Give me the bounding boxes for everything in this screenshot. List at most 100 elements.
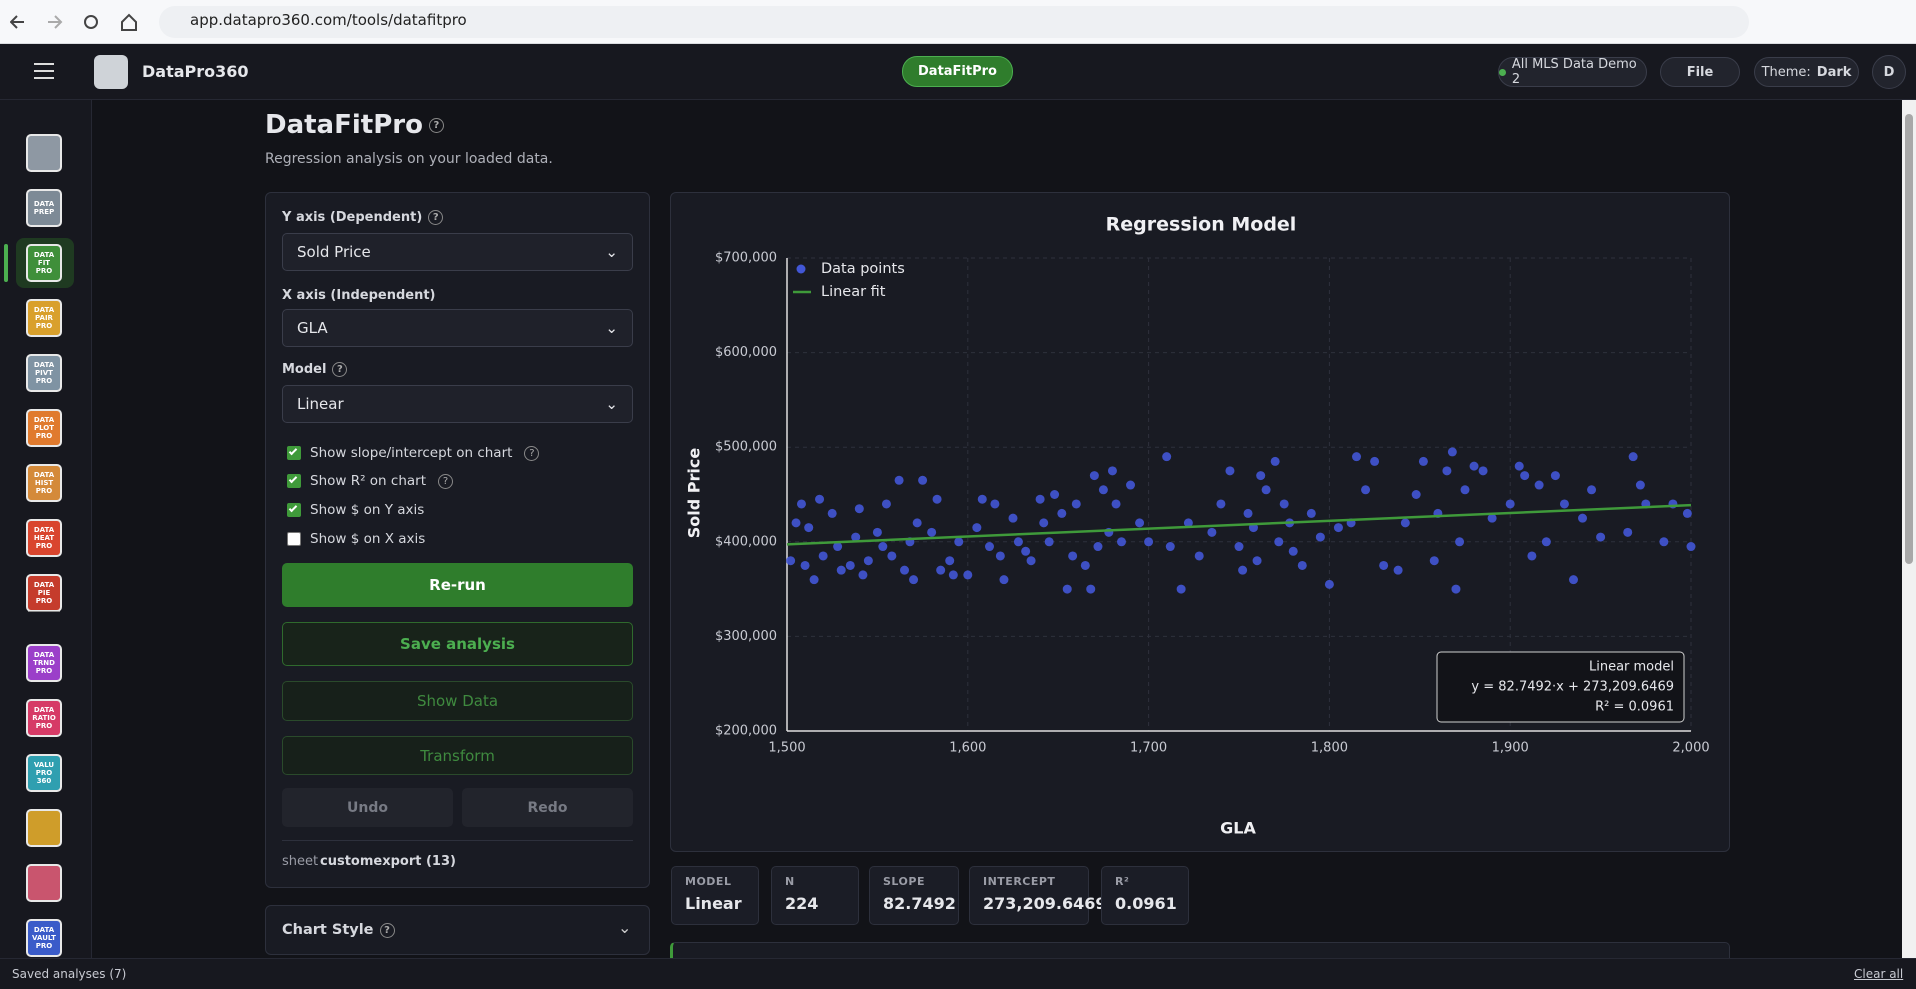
data-point — [1659, 537, 1669, 547]
nav-icon[interactable]: VALU PRO 360 — [26, 754, 62, 792]
app-header: DataPro360 DataFitPro All MLS Data Demo … — [0, 44, 1916, 100]
dataset-pill[interactable]: All MLS Data Demo 2 — [1498, 57, 1647, 87]
data-point — [836, 565, 846, 575]
data-point — [1194, 551, 1204, 561]
data-point — [1527, 551, 1537, 561]
show-data-button[interactable]: Show Data — [282, 681, 633, 721]
nav-icon[interactable]: DATA HEAT PRO — [26, 519, 62, 557]
annotation-box — [1436, 651, 1685, 723]
url-field[interactable] — [159, 6, 1749, 38]
avatar[interactable]: D — [1872, 55, 1906, 89]
nav-icon[interactable]: DATA FIT PRO — [26, 244, 62, 282]
data-point — [954, 537, 964, 547]
clear-all[interactable]: Clear all — [1854, 967, 1904, 981]
nav-icons[interactable] — [10, 12, 140, 32]
data-point — [804, 523, 814, 533]
y-tick-label: $300,000 — [715, 629, 777, 644]
title-text: DataFitPro — [265, 110, 423, 140]
data-point — [1207, 527, 1217, 537]
data-point — [1534, 480, 1544, 490]
nav-icon[interactable]: DATA PAIR PRO — [26, 299, 62, 337]
dataset: All MLS Data Demo 2 — [1511, 57, 1637, 87]
help-icon[interactable]: ? — [332, 362, 348, 377]
data-point — [1442, 466, 1452, 476]
redo-button[interactable]: Redo — [462, 788, 633, 827]
x-tick-label: 1,500 — [768, 741, 805, 756]
theme-toggle[interactable]: Theme: Dark — [1754, 57, 1859, 87]
nav-icon-text: DATA — [33, 361, 55, 369]
data-point — [851, 532, 861, 542]
nav-icon[interactable]: DATA PREP — [26, 189, 62, 227]
save-button[interactable]: Save analysis — [282, 622, 633, 666]
chevron: ⌄ — [605, 319, 618, 337]
nav-icon-text: DATA — [33, 471, 55, 479]
nav-icon-text: HIST — [34, 479, 54, 487]
nav-icon-text: DATA — [33, 926, 55, 934]
file-menu[interactable]: File — [1660, 57, 1740, 87]
stat-card: N 224 — [771, 866, 859, 925]
data-point — [1050, 490, 1060, 499]
help-icon[interactable]: ? — [524, 445, 540, 461]
help-icon[interactable]: ? — [428, 118, 444, 133]
rerun-button[interactable]: Re-run — [282, 563, 633, 607]
nav-icon[interactable] — [26, 134, 62, 172]
data-point — [1361, 485, 1371, 495]
saved-analyses[interactable]: Saved analyses (7) — [12, 967, 127, 981]
data-point — [1455, 537, 1465, 547]
y-select[interactable]: Sold Price ⌄ — [282, 233, 633, 271]
nav-icon-text: PRO — [35, 667, 53, 675]
transform-button[interactable]: Transform — [282, 736, 633, 775]
stat-value: 82.7492 — [883, 894, 956, 913]
stat-label: INTERCEPT — [983, 875, 1056, 888]
help-icon[interactable]: ? — [379, 922, 395, 938]
data-point — [1093, 542, 1103, 552]
data-point — [1451, 584, 1461, 594]
label-text: Show $ on X axis — [310, 531, 426, 547]
nav-icon-text: PRO — [35, 769, 53, 777]
scroll-thumb[interactable] — [1905, 114, 1913, 564]
chart-style-panel[interactable] — [265, 905, 650, 955]
undo-button[interactable]: Undo — [282, 788, 453, 827]
help-icon[interactable]: ? — [428, 210, 444, 225]
nav-icon[interactable] — [26, 809, 62, 847]
x-select[interactable]: GLA ⌄ — [282, 309, 633, 347]
nav-icon[interactable]: DATA HIST PRO — [26, 464, 62, 502]
tool-pill[interactable]: DataFitPro — [902, 56, 1013, 87]
next-panel — [670, 942, 1730, 958]
model-select[interactable]: Linear ⌄ — [282, 385, 633, 423]
nav-icon[interactable]: DATA PLOT PRO — [26, 409, 62, 447]
y-tick-label: $200,000 — [715, 724, 777, 739]
scrollbar[interactable] — [1902, 100, 1916, 958]
legend-label: Linear fit — [821, 284, 886, 300]
nav-icon-text: PLOT — [33, 424, 55, 432]
checkbox[interactable] — [287, 503, 301, 517]
nav-icon[interactable]: DATA VAULT PRO — [26, 919, 62, 957]
y-tick-label: $400,000 — [715, 534, 777, 549]
data-point — [1068, 551, 1078, 561]
nav-icon[interactable]: DATA PIVT PRO — [26, 354, 62, 392]
menu-button[interactable] — [32, 60, 56, 82]
data-point — [1225, 466, 1235, 476]
data-point — [872, 527, 882, 537]
checkbox[interactable] — [287, 532, 301, 546]
nav-icon-text: PRO — [35, 267, 53, 275]
nav-icon[interactable]: DATA PIE PRO — [26, 574, 62, 612]
help-icon[interactable]: ? — [438, 473, 454, 489]
nav-icon[interactable] — [26, 864, 62, 902]
nav-icon-text: VALU — [33, 761, 55, 769]
nav-icon-text: DATA — [33, 416, 55, 424]
data-point — [1039, 518, 1049, 528]
data-point — [995, 551, 1005, 561]
select-value: Linear — [297, 395, 344, 413]
page-title: DataFitPro? — [265, 110, 444, 140]
nav-icon-text: PRO — [35, 322, 53, 330]
data-point — [1550, 471, 1560, 481]
nav-icon[interactable]: DATA TRND PRO — [26, 644, 62, 682]
checkbox-label: Show R² on chart? — [310, 473, 454, 489]
checkbox[interactable] — [287, 474, 301, 488]
active-bar — [4, 244, 8, 282]
checkbox[interactable] — [287, 446, 301, 460]
nav-icon-text: TRND — [33, 659, 55, 667]
nav-icon-text: DATA — [33, 306, 55, 314]
nav-icon[interactable]: DATA RATIO PRO — [26, 699, 62, 737]
